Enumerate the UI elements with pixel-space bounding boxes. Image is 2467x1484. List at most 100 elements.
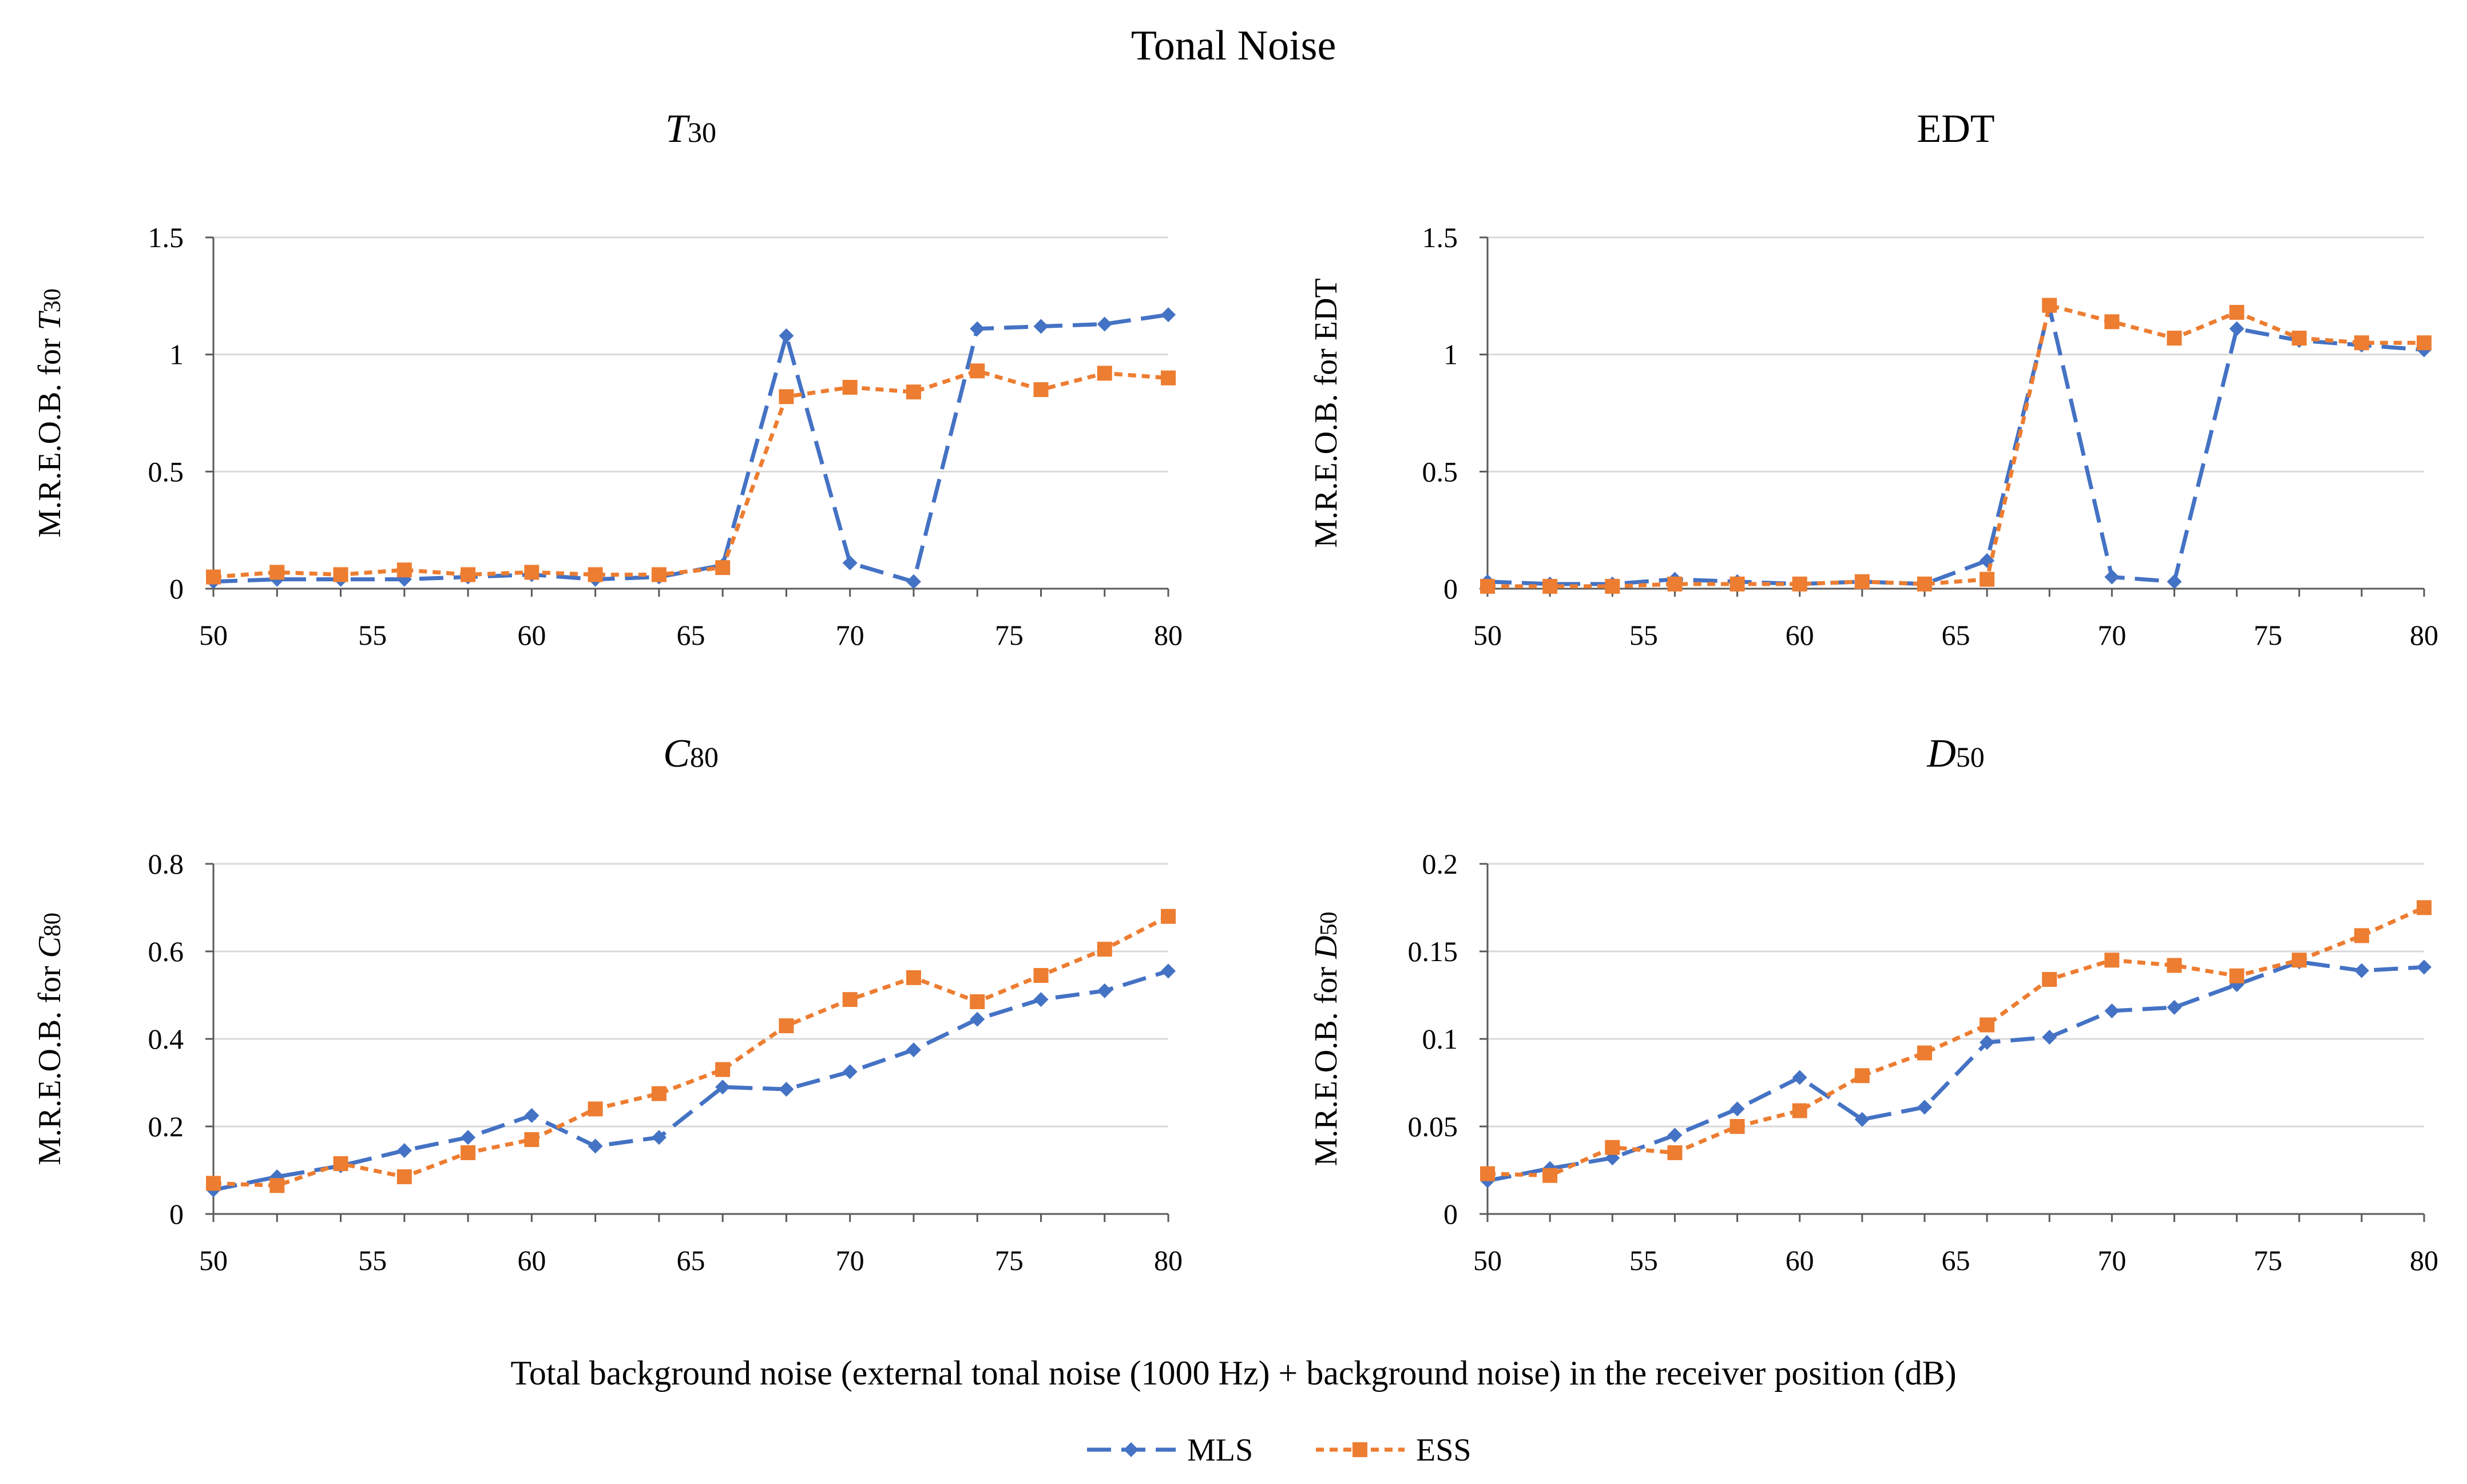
legend-item-ess: ESS [1316,1433,1472,1468]
y-axis-label: M.R.E.O.B. for T30 [32,288,68,538]
data-point-ess [1980,1017,1995,1033]
series-ess [1480,900,2432,1183]
data-point-mls [1097,983,1112,998]
y-tick-label: 0.15 [1408,935,1458,967]
y-tick-label: 0.5 [1422,455,1458,487]
x-tick-label: 80 [2410,1244,2438,1276]
data-point-ess [1605,578,1620,594]
x-tick-label: 60 [517,1244,546,1276]
data-point-mls [2229,321,2244,336]
shared-x-axis-label: Total background noise (external tonal n… [510,1354,1956,1392]
chart-panel-1: T30 0 0.5 1 1.5 50 55 60 65 70 75 80 M.R.E.O.B. for … [32,107,1183,651]
data-point-mls [1033,992,1049,1007]
chart-title: T30 [665,107,716,151]
series-mls [206,963,1176,1197]
x-tick-label: 70 [2097,619,2126,651]
data-point-mls [842,1064,858,1080]
x-tick-label: 65 [1942,619,1970,651]
series-ess [206,908,1176,1193]
data-point-ess [2417,900,2432,915]
data-point-mls [906,1042,921,1058]
y-axis-label: M.R.E.O.B. for EDT [1308,278,1344,547]
data-point-mls [1792,1070,1807,1085]
x-tick-label: 55 [1629,1244,1658,1276]
series-ess [1480,297,2432,594]
data-point-ess [2229,304,2244,320]
data-point-ess [1605,1140,1620,1155]
data-point-ess [1854,574,1870,589]
data-point-ess [1854,1068,1870,1084]
data-point-ess [206,569,221,585]
data-point-ess [2104,314,2120,330]
x-tick-label: 65 [677,619,705,651]
data-point-mls [779,328,794,343]
data-point-mls [2417,959,2432,975]
data-point-ess [1033,968,1049,983]
series-line-ess [1488,303,2424,589]
data-point-mls [1980,1035,1995,1050]
data-point-mls [2042,1029,2057,1045]
data-point-ess [206,1176,221,1191]
x-tick-label: 55 [358,1244,387,1276]
data-point-mls [1161,963,1176,979]
data-point-ess [2042,297,2057,313]
series-mls [1480,300,2432,592]
data-point-mls [715,1080,731,1095]
data-point-ess [1480,578,1495,594]
series-mls [1480,954,2432,1188]
y-tick-label: 0.2 [148,1110,184,1142]
data-point-mls [1730,1101,1745,1117]
data-point-ess [1542,578,1558,594]
legend-item-mls: MLS [1087,1433,1253,1468]
data-point-ess [2291,953,2307,968]
data-point-mls [2167,999,2182,1015]
data-point-ess [1917,576,1932,592]
y-tick-label: 0.2 [1422,848,1458,880]
data-point-mls [970,1011,985,1027]
x-tick-label: 80 [2410,619,2438,651]
legend-label: ESS [1416,1433,1472,1468]
x-tick-label: 50 [1473,619,1502,651]
data-point-ess [269,1178,285,1193]
data-point-ess [1730,576,1745,592]
data-point-ess [779,1018,794,1034]
x-tick-label: 50 [199,1244,228,1276]
y-tick-label: 0.5 [148,455,184,487]
data-point-ess [524,1132,540,1147]
series-mls [206,307,1176,589]
data-point-ess [1097,942,1112,957]
figure-title: Tonal Noise [1131,22,1336,69]
chart-panel-3: C80 0 0.2 0.4 0.6 0.8 50 55 60 65 70 75 80 M.R.E.O.B.… [32,732,1183,1276]
data-point-mls [651,1130,667,1145]
y-tick-label: 1.5 [148,221,184,253]
data-point-ess [461,1145,476,1160]
data-point-mls [2167,574,2182,589]
data-point-ess [2104,953,2120,968]
data-point-ess [2229,968,2244,983]
data-point-mls [970,321,985,336]
data-point-ess [269,565,285,580]
data-point-ess [970,994,985,1009]
data-point-ess [588,567,603,582]
data-point-ess [2354,928,2369,943]
data-point-mls [2104,1003,2120,1019]
data-point-ess [1480,1166,1495,1181]
data-point-ess [524,565,540,580]
data-point-ess [970,363,985,379]
data-point-ess [333,567,348,582]
chart-title: D50 [1926,732,1985,776]
data-point-ess [2354,335,2369,351]
data-point-ess [906,384,921,400]
data-point-mls [461,1130,476,1145]
x-tick-label: 60 [517,619,546,651]
data-point-ess [2417,335,2432,351]
x-tick-label: 50 [199,619,228,651]
data-point-ess [1097,366,1112,381]
x-tick-label: 60 [1786,1244,1814,1276]
x-tick-label: 65 [677,1244,705,1276]
chart-panels: T30 0 0.5 1 1.5 50 55 60 65 70 75 80 M.R.E.O.B. for … [32,107,2438,1276]
x-tick-label: 80 [1154,1244,1183,1276]
series-line-ess [1487,906,2425,1178]
data-point-mls [2104,569,2120,585]
y-tick-label: 0 [1443,573,1458,605]
